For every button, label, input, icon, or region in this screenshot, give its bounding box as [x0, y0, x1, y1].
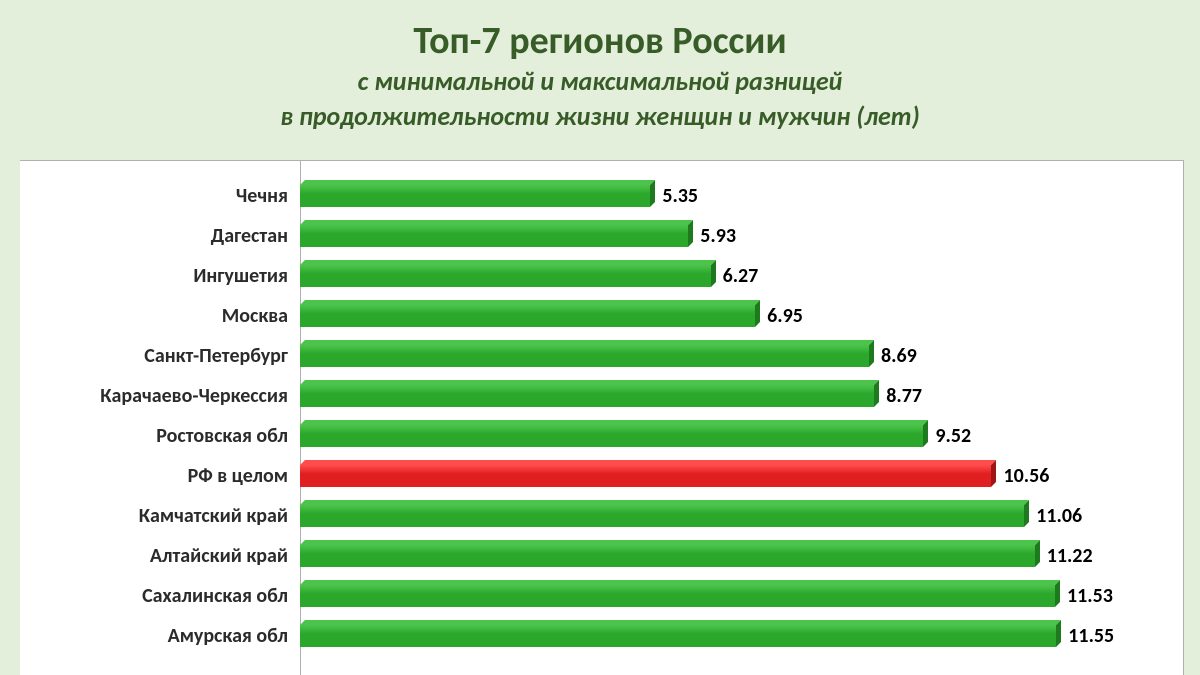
chart-header: Топ-7 регионов России с минимальной и ма…: [0, 0, 1200, 148]
bar: [300, 505, 1024, 527]
chart-row: РФ в целом 10.56: [20, 459, 1183, 493]
category-label: Ингушетия: [20, 264, 300, 288]
bar-track: 11.55: [300, 625, 1183, 647]
bar-track: 6.27: [300, 265, 1183, 287]
bar-track: 5.35: [300, 185, 1183, 207]
value-label: 6.95: [767, 304, 803, 328]
value-label: 10.56: [1003, 464, 1049, 488]
category-label: Дагестан: [20, 224, 300, 248]
value-label: 8.69: [881, 344, 917, 368]
chart-subtitle-line2: в продолжительности жизни женщин и мужчи…: [20, 99, 1180, 134]
bar: [300, 265, 711, 287]
bar-track: 9.52: [300, 425, 1183, 447]
bar-3d-top: [300, 220, 693, 225]
value-label: 11.22: [1047, 544, 1093, 568]
chart-row: Ингушетия 6.27: [20, 259, 1183, 293]
chart-row: Сахалинская обл 11.53: [20, 579, 1183, 613]
category-label: Москва: [20, 304, 300, 328]
bar: [300, 585, 1055, 607]
chart-row: Камчатский край 11.06: [20, 499, 1183, 533]
chart-row: Карачаево-Черкессия 8.77: [20, 379, 1183, 413]
bar-track: 8.69: [300, 345, 1183, 367]
bar: [300, 185, 650, 207]
chart-row: Алтайский край 11.22: [20, 539, 1183, 573]
category-label: Амурская обл: [20, 624, 300, 648]
bar-3d-top: [300, 300, 760, 305]
chart-row: Москва 6.95: [20, 299, 1183, 333]
category-label: Ростовская обл: [20, 424, 300, 448]
bar-3d-top: [300, 180, 655, 185]
bar: [300, 425, 923, 447]
bar-track: 8.77: [300, 385, 1183, 407]
value-label: 5.93: [700, 224, 736, 248]
plot-area: Чечня 5.35 Дагестан 5.93 Ингушетия 6.27 Москва…: [20, 160, 1184, 675]
bar-track: 11.53: [300, 585, 1183, 607]
category-label: Камчатский край: [20, 504, 300, 528]
bar: [300, 545, 1035, 567]
bar: [300, 345, 869, 367]
value-label: 11.53: [1067, 584, 1113, 608]
bar-3d-top: [300, 380, 879, 385]
category-label: Чечня: [20, 184, 300, 208]
category-label: Алтайский край: [20, 544, 300, 568]
bar: [300, 385, 874, 407]
category-label: Сахалинская обл: [20, 584, 300, 608]
bar: [300, 625, 1056, 647]
chart-subtitle-line1: с минимальной и максимальной разницей: [20, 64, 1180, 99]
bar-track: 6.95: [300, 305, 1183, 327]
bar-3d-top: [300, 420, 928, 425]
bar-track: 11.22: [300, 545, 1183, 567]
bar-track: 5.93: [300, 225, 1183, 247]
value-label: 5.35: [662, 184, 698, 208]
value-label: 6.27: [723, 264, 759, 288]
chart-row: Ростовская обл 9.52: [20, 419, 1183, 453]
category-label: Карачаево-Черкессия: [20, 384, 300, 408]
value-label: 9.52: [935, 424, 971, 448]
category-label: РФ в целом: [20, 464, 300, 488]
chart-row: Дагестан 5.93: [20, 219, 1183, 253]
bar-3d-top: [300, 620, 1061, 625]
value-label: 11.06: [1036, 504, 1082, 528]
bar-track: 10.56: [300, 465, 1183, 487]
chart-row: Чечня 5.35: [20, 179, 1183, 213]
chart-row: Амурская обл 11.55: [20, 619, 1183, 653]
bar-chart: Чечня 5.35 Дагестан 5.93 Ингушетия 6.27 Москва…: [20, 179, 1183, 653]
bar-3d-top: [300, 500, 1029, 505]
bar-track: 11.06: [300, 505, 1183, 527]
bar: [300, 225, 688, 247]
bar-3d-top: [300, 460, 996, 465]
category-label: Санкт-Петербург: [20, 344, 300, 368]
page: Топ-7 регионов России с минимальной и ма…: [0, 0, 1200, 675]
chart-row: Санкт-Петербург 8.69: [20, 339, 1183, 373]
bar: [300, 305, 755, 327]
bar-3d-top: [300, 540, 1040, 545]
value-label: 11.55: [1068, 624, 1114, 648]
value-label: 8.77: [886, 384, 922, 408]
bar-highlight: [300, 465, 991, 487]
bar-3d-top: [300, 260, 716, 265]
chart-title: Топ-7 регионов России: [20, 18, 1180, 64]
bar-3d-top: [300, 340, 874, 345]
bar-3d-top: [300, 580, 1060, 585]
